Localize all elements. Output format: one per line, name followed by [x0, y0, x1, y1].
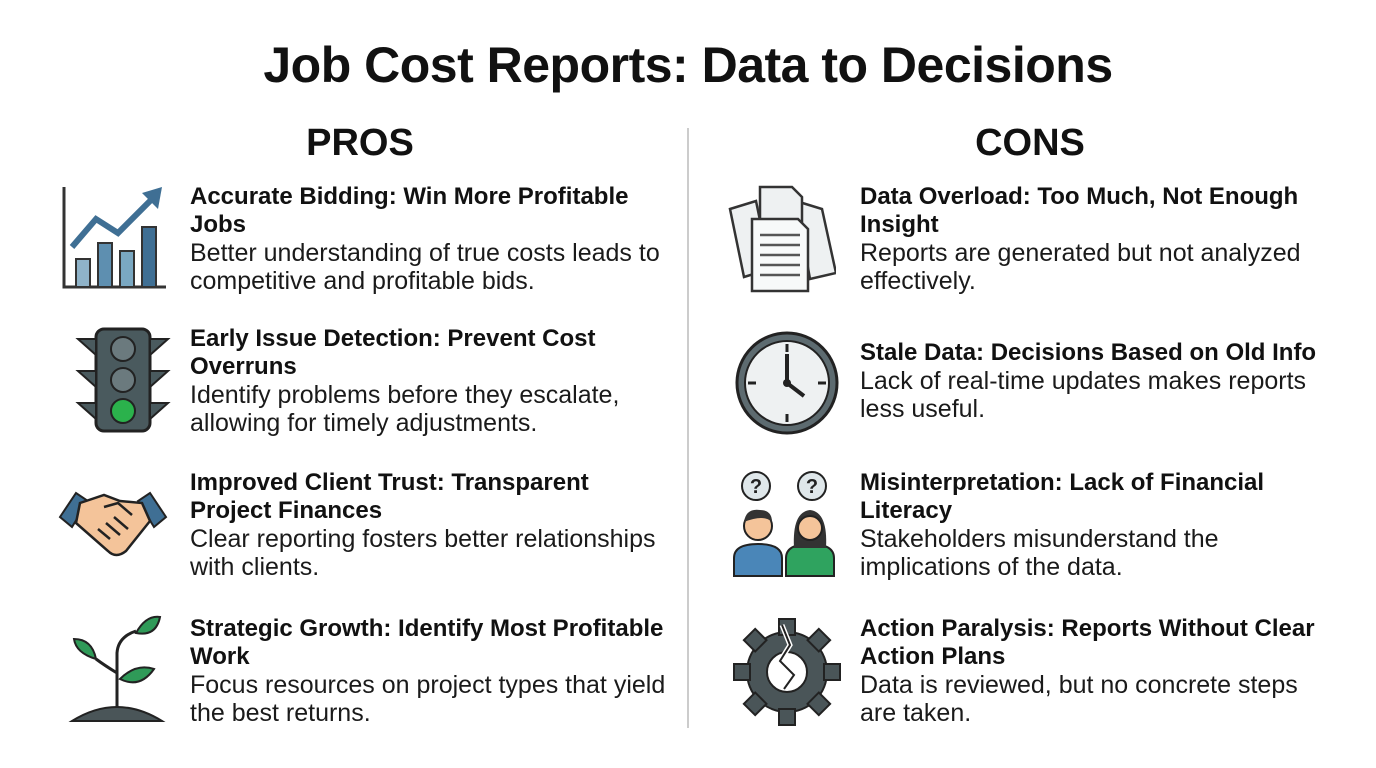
- item-text: Identify problems before they escalate, …: [190, 381, 620, 437]
- item-text: Stakeholders misunderstand the implicati…: [860, 525, 1219, 581]
- item-text: Focus resources on project types that yi…: [190, 671, 666, 727]
- item-text: Data is reviewed, but no concrete steps …: [860, 671, 1298, 727]
- item-title: Data Overload: Too Much, Not Enough Insi…: [860, 183, 1299, 238]
- handshake-icon: [58, 491, 168, 557]
- item-title: Accurate Bidding: Win More Profitable Jo…: [190, 183, 629, 238]
- item-title: Misinterpretation: Lack of Financial Lit…: [860, 469, 1265, 524]
- divider: [687, 128, 689, 728]
- item-title: Improved Client Trust: Transparent Proje…: [190, 469, 589, 524]
- svg-text:?: ?: [750, 476, 762, 498]
- item-text: Better understanding of true costs leads…: [190, 239, 660, 295]
- page-title: Job Cost Reports: Data to Decisions: [263, 37, 1113, 93]
- item-text: Clear reporting fosters better relations…: [190, 525, 656, 581]
- pro-item: Accurate Bidding: Win More Profitable Jo…: [190, 183, 670, 295]
- item-title: Early Issue Detection: Prevent Cost Over…: [190, 325, 596, 380]
- people-icon: ? ?: [733, 471, 835, 577]
- chart-icon: [62, 187, 166, 289]
- item-title: Stale Data: Decisions Based on Old Info: [860, 339, 1317, 366]
- cons-heading: CONS: [975, 122, 1085, 164]
- traffic-light-icon: [75, 327, 171, 433]
- con-item: Stale Data: Decisions Based on Old Info …: [860, 339, 1340, 423]
- broken-gear-icon: [733, 618, 841, 726]
- documents-icon: [728, 185, 836, 293]
- pro-item: Strategic Growth: Identify Most Profitab…: [190, 615, 670, 727]
- con-item: Data Overload: Too Much, Not Enough Insi…: [860, 183, 1340, 295]
- con-item: Action Paralysis: Reports Without Clear …: [860, 615, 1340, 727]
- plant-icon: [68, 615, 166, 722]
- pro-item: Improved Client Trust: Transparent Proje…: [190, 469, 670, 581]
- clock-icon: [735, 331, 839, 435]
- item-text: Lack of real-time updates makes reports …: [860, 367, 1307, 423]
- svg-text:?: ?: [806, 476, 818, 498]
- item-title: Action Paralysis: Reports Without Clear …: [860, 615, 1315, 670]
- item-text: Reports are generated but not analyzed e…: [860, 239, 1301, 295]
- con-item: Misinterpretation: Lack of Financial Lit…: [860, 469, 1340, 581]
- pro-item: Early Issue Detection: Prevent Cost Over…: [190, 325, 670, 437]
- pros-heading: PROS: [306, 122, 414, 164]
- item-title: Strategic Growth: Identify Most Profitab…: [190, 615, 664, 670]
